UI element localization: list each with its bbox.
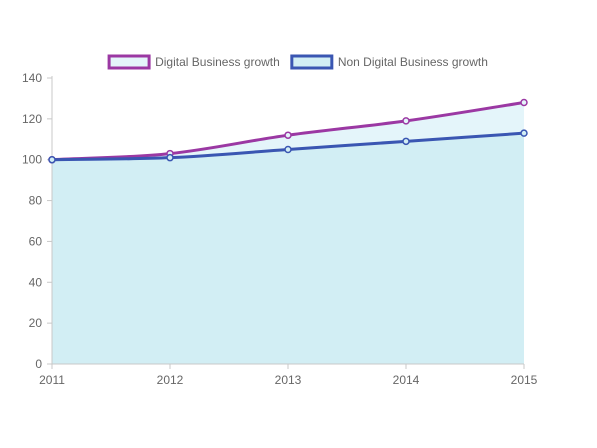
x-tick-label: 2011	[39, 373, 65, 387]
legend-label: Digital Business growth	[155, 55, 280, 69]
data-point-2-2011[interactable]	[48, 155, 56, 164]
data-point-2-2012[interactable]	[166, 153, 174, 162]
data-point-2-2013[interactable]	[284, 145, 292, 154]
legend-item-2[interactable]: Non Digital Business growth	[290, 54, 488, 70]
legend-swatch	[290, 54, 334, 70]
data-point-2-2015[interactable]	[520, 129, 528, 137]
y-tick-label: 0	[35, 357, 42, 371]
y-tick-label: 80	[29, 194, 43, 208]
legend-swatch	[107, 54, 151, 70]
legend-item-1[interactable]: Digital Business growth	[107, 54, 280, 70]
data-point-1-2015[interactable]	[520, 98, 528, 107]
x-tick-label: 2012	[157, 373, 184, 387]
y-tick-label: 140	[22, 71, 42, 85]
y-tick-label: 40	[29, 275, 43, 289]
legend-label: Non Digital Business growth	[338, 55, 488, 69]
data-point-1-2014[interactable]	[402, 117, 410, 125]
y-tick-label: 100	[22, 153, 42, 167]
x-tick-label: 2013	[275, 373, 302, 387]
x-tick-label: 2015	[511, 373, 538, 387]
data-point-2-2014[interactable]	[402, 137, 410, 146]
y-tick-label: 60	[29, 234, 43, 248]
series-area-2	[52, 133, 524, 364]
y-tick-label: 20	[29, 316, 43, 330]
data-point-1-2013[interactable]	[284, 131, 292, 139]
y-tick-label: 120	[22, 112, 42, 126]
x-tick-label: 2014	[393, 373, 420, 387]
